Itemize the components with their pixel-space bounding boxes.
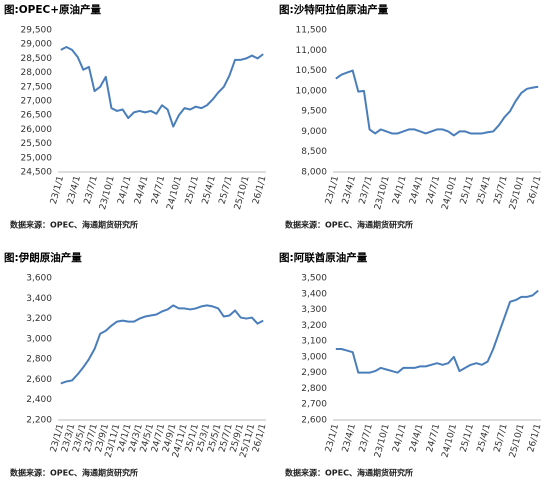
y-tick-label: 27,500 (21, 82, 53, 92)
y-tick-label: 3,500 (301, 274, 327, 284)
x-tick-label: 24/4/1 (408, 175, 425, 206)
x-tick-label: 24/1/1 (391, 423, 408, 454)
y-tick-label: 9,500 (301, 107, 327, 117)
source-note: 数据来源：OPEC、海通期货研究所 (10, 468, 138, 478)
x-tick-label: 24/1/1 (116, 175, 133, 206)
y-tick-label: 10,500 (296, 66, 328, 76)
x-tick-label: 26/1/1 (526, 175, 543, 206)
x-tick-label: 26/1/1 (526, 423, 543, 454)
y-tick-label: 3,600 (26, 274, 52, 284)
x-tick-label: 24/10/1 (441, 423, 460, 459)
x-tick-label: 24/10/1 (441, 175, 460, 211)
x-tick-label: 23/10/1 (373, 423, 392, 459)
x-tick-label: 23/1/1 (324, 423, 341, 454)
y-tick-label: 28,000 (21, 68, 53, 78)
data-line (60, 304, 264, 385)
y-tick-label: 2,800 (26, 355, 52, 365)
x-tick-label: 25/1/1 (459, 423, 476, 454)
y-tick-label: 10,000 (296, 86, 328, 96)
x-tick-label: 24/7/1 (425, 175, 442, 206)
y-tick-label: 24,500 (21, 168, 53, 178)
x-tick-label: 23/4/1 (341, 423, 358, 454)
x-tick-label: 25/4/1 (476, 175, 493, 206)
y-tick-label: 9,000 (301, 127, 327, 137)
x-tick-label: 23/10/1 (373, 175, 392, 211)
y-tick-label: 8,000 (301, 168, 327, 178)
data-line (335, 289, 539, 374)
y-tick-label: 25,500 (21, 139, 53, 149)
y-tick-label: 2,200 (26, 416, 52, 426)
y-tick-label: 27,000 (21, 97, 53, 107)
x-tick-label: 25/7/1 (218, 175, 235, 206)
chart-title: 图:OPEC+原油产量 (4, 3, 101, 16)
y-tick-label: 3,400 (26, 294, 52, 304)
chart-title: 图:阿联酋原油产量 (279, 251, 368, 264)
x-tick-label: 25/10/1 (508, 423, 527, 459)
y-tick-label: 2,600 (301, 416, 327, 426)
y-tick-label: 3,000 (301, 352, 327, 362)
x-tick-label: 23/1/1 (324, 175, 341, 206)
y-tick-label: 26,000 (21, 125, 53, 135)
y-tick-label: 26,500 (21, 111, 53, 121)
source-note: 数据来源：OPEC、海通期货研究所 (10, 220, 138, 230)
y-tick-label: 2,400 (26, 395, 52, 405)
y-tick-label: 3,100 (301, 337, 327, 347)
data-line (335, 69, 539, 137)
y-tick-label: 3,000 (26, 334, 52, 344)
y-tick-label: 3,400 (301, 289, 327, 299)
x-tick-label: 25/1/1 (459, 175, 476, 206)
y-tick-label: 3,200 (301, 321, 327, 331)
y-tick-label: 25,000 (21, 153, 53, 163)
chart-title: 图:沙特阿拉伯原油产量 (279, 3, 389, 16)
source-note: 数据来源：OPEC、海通期货研究所 (285, 468, 413, 478)
x-tick-label: 23/7/1 (83, 175, 100, 206)
x-tick-label: 23/7/1 (358, 175, 375, 206)
x-tick-label: 24/1/1 (391, 175, 408, 206)
y-tick-label: 2,900 (301, 368, 327, 378)
x-tick-label: 23/4/1 (341, 175, 358, 206)
y-tick-label: 29,500 (21, 26, 53, 36)
y-tick-label: 2,700 (301, 400, 327, 410)
x-tick-label: 25/7/1 (493, 175, 510, 206)
x-tick-label: 24/10/1 (166, 175, 185, 211)
x-tick-label: 23/10/1 (98, 175, 117, 211)
source-note: 数据来源：OPEC、海通期货研究所 (285, 220, 413, 230)
x-tick-label: 26/1/1 (251, 175, 268, 206)
x-tick-label: 25/4/1 (201, 175, 218, 206)
y-tick-label: 8,500 (301, 147, 327, 157)
x-tick-label: 25/4/1 (476, 423, 493, 454)
data-line (60, 46, 264, 128)
x-tick-label: 24/7/1 (425, 423, 442, 454)
x-tick-label: 25/7/1 (493, 423, 510, 454)
x-tick-label: 24/4/1 (133, 175, 150, 206)
y-tick-label: 11,500 (296, 26, 328, 36)
x-tick-label: 23/7/1 (358, 423, 375, 454)
x-tick-label: 25/10/1 (233, 175, 252, 211)
x-tick-label: 24/7/1 (150, 175, 167, 206)
x-tick-label: 23/1/1 (49, 175, 66, 206)
x-tick-label: 25/1/1 (184, 175, 201, 206)
x-tick-label: 25/10/1 (508, 175, 527, 211)
y-tick-label: 2,600 (26, 375, 52, 385)
x-tick-label: 24/4/1 (408, 423, 425, 454)
y-tick-label: 3,300 (301, 305, 327, 315)
y-tick-label: 2,800 (301, 384, 327, 394)
x-tick-label: 23/4/1 (66, 175, 83, 206)
chart-title: 图:伊朗原油产量 (4, 251, 82, 264)
y-tick-label: 28,500 (21, 54, 53, 64)
y-tick-label: 11,000 (296, 46, 328, 56)
y-tick-label: 29,000 (21, 40, 53, 50)
y-tick-label: 3,200 (26, 314, 52, 324)
